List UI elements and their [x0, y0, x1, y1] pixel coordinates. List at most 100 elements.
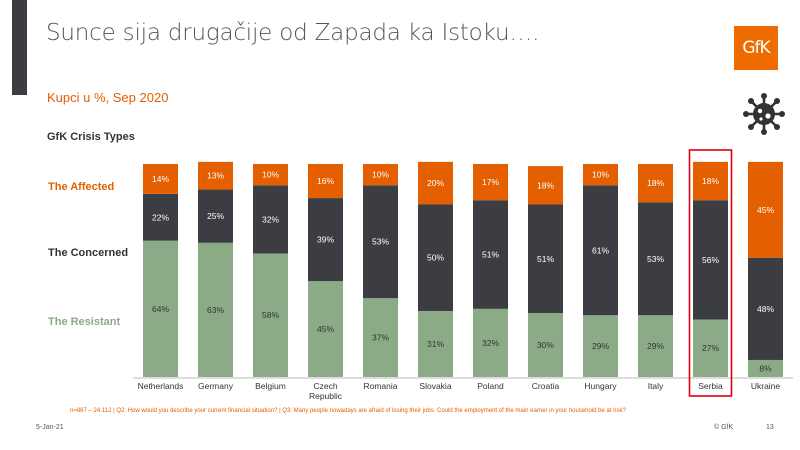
bar-hungary-resistant — [583, 315, 618, 377]
bar-germany-concerned — [198, 189, 233, 243]
data-label-hungary-resistant: 29% — [592, 341, 609, 351]
bar-italy-resistant — [638, 315, 673, 377]
bar-serbia-affected — [693, 161, 728, 201]
data-label-italy-concerned: 53% — [647, 254, 664, 264]
data-label-germany-concerned: 25% — [207, 211, 224, 221]
data-label-belgium-resistant: 58% — [262, 310, 279, 320]
footnote: n=867 – 24.112 | Q2: How would you descr… — [70, 408, 626, 414]
bar-slovakia-affected — [418, 161, 453, 205]
data-label-belgium-concerned: 32% — [262, 214, 279, 224]
legend-the-resistant: The Resistant — [48, 316, 121, 328]
side-accent-bar — [12, 0, 27, 95]
bar-belgium-resistant — [253, 253, 288, 377]
logo-text: GfK — [742, 38, 770, 58]
data-label-italy-affected: 18% — [647, 178, 664, 188]
data-label-hungary-affected: 10% — [592, 170, 609, 180]
data-label-czech-republic-affected: 16% — [317, 176, 334, 186]
x-tick-label-netherlands: Netherlands — [138, 381, 184, 391]
bar-italy-affected — [638, 164, 673, 203]
data-label-ukraine-concerned: 48% — [757, 304, 774, 314]
bar-croatia-affected — [528, 166, 563, 205]
data-label-germany-resistant: 63% — [207, 305, 224, 315]
bar-poland-resistant — [473, 308, 508, 377]
footer-date: 5-Jan-21 — [36, 424, 64, 431]
data-label-poland-concerned: 51% — [482, 250, 499, 260]
x-tick-label-belgium: Belgium — [255, 381, 286, 391]
bar-netherlands-affected — [143, 164, 178, 194]
data-label-croatia-affected: 18% — [537, 180, 554, 190]
legend-the-concerned: The Concerned — [48, 247, 129, 259]
bar-serbia-resistant — [693, 319, 728, 377]
data-label-netherlands-affected: 14% — [152, 174, 169, 184]
data-label-netherlands-resistant: 64% — [152, 304, 169, 314]
bar-poland-affected — [473, 164, 508, 201]
data-label-slovakia-concerned: 50% — [427, 253, 444, 263]
data-label-serbia-resistant: 27% — [702, 343, 719, 353]
x-tick-label-czech-republic-line-2: Republic — [309, 391, 343, 401]
bar-belgium-affected — [253, 164, 288, 186]
page-subtitle: Kupci u %, Sep 2020 — [47, 90, 169, 105]
highlight-box-serbia — [688, 149, 733, 397]
data-label-hungary-concerned: 61% — [592, 245, 609, 255]
x-tick-label-hungary: Hungary — [584, 381, 617, 391]
bar-slovakia-concerned — [418, 204, 453, 311]
data-label-slovakia-affected: 20% — [427, 178, 444, 188]
data-label-ukraine-resistant: 8% — [759, 363, 772, 373]
x-tick-label-italy: Italy — [648, 381, 664, 391]
bar-slovakia-resistant — [418, 310, 453, 377]
bar-ukraine-affected — [748, 161, 783, 258]
bar-belgium-concerned — [253, 185, 288, 254]
footer-copyright: © GfK — [714, 424, 734, 431]
data-label-ukraine-affected: 45% — [757, 205, 774, 215]
data-label-netherlands-concerned: 22% — [152, 212, 169, 222]
bar-romania-concerned — [363, 185, 398, 299]
x-tick-label-croatia: Croatia — [532, 381, 560, 391]
x-tick-label-germany: Germany — [198, 381, 234, 391]
bar-czech-republic-affected — [308, 164, 343, 199]
data-label-czech-republic-resistant: 45% — [317, 324, 334, 334]
data-label-germany-affected: 13% — [207, 171, 224, 181]
virus-icon — [743, 93, 785, 135]
page-number: 13 — [766, 424, 774, 431]
bar-serbia-concerned — [693, 200, 728, 320]
bar-romania-affected — [363, 164, 398, 186]
bar-italy-concerned — [638, 202, 673, 316]
bar-romania-resistant — [363, 298, 398, 377]
bar-netherlands-resistant — [143, 240, 178, 377]
data-label-italy-resistant: 29% — [647, 341, 664, 351]
bar-poland-concerned — [473, 200, 508, 309]
data-label-slovakia-resistant: 31% — [427, 339, 444, 349]
data-label-poland-resistant: 32% — [482, 338, 499, 348]
bar-ukraine-concerned — [748, 257, 783, 360]
x-tick-label-slovakia: Slovakia — [419, 381, 451, 391]
bar-czech-republic-resistant — [308, 281, 343, 377]
data-label-romania-affected: 10% — [372, 170, 389, 180]
bar-ukraine-resistant — [748, 359, 783, 377]
bar-croatia-concerned — [528, 204, 563, 314]
data-label-romania-concerned: 53% — [372, 237, 389, 247]
data-label-croatia-concerned: 51% — [537, 254, 554, 264]
data-label-romania-resistant: 37% — [372, 333, 389, 343]
data-label-serbia-affected: 18% — [702, 176, 719, 186]
bar-germany-affected — [198, 161, 233, 190]
x-tick-label-poland: Poland — [477, 381, 504, 391]
bar-hungary-affected — [583, 164, 618, 186]
bar-germany-resistant — [198, 242, 233, 377]
section-label: GfK Crisis Types — [47, 131, 135, 143]
page-title: Sunce sija drugačije od Zapada ka Istoku… — [46, 20, 540, 46]
bar-hungary-concerned — [583, 185, 618, 316]
gfk-logo: GfK — [734, 26, 778, 70]
data-label-poland-affected: 17% — [482, 177, 499, 187]
x-tick-label-serbia: Serbia — [698, 381, 723, 391]
data-label-croatia-resistant: 30% — [537, 340, 554, 350]
x-tick-label-czech-republic-line-1: Czech — [313, 381, 337, 391]
bar-czech-republic-concerned — [308, 198, 343, 282]
data-label-serbia-concerned: 56% — [702, 255, 719, 265]
data-label-czech-republic-concerned: 39% — [317, 235, 334, 245]
bar-croatia-resistant — [528, 313, 563, 377]
legend-the-affected: The Affected — [48, 181, 115, 193]
bar-netherlands-concerned — [143, 193, 178, 241]
x-tick-label-ukraine: Ukraine — [751, 381, 781, 391]
x-tick-label-romania: Romania — [363, 381, 397, 391]
